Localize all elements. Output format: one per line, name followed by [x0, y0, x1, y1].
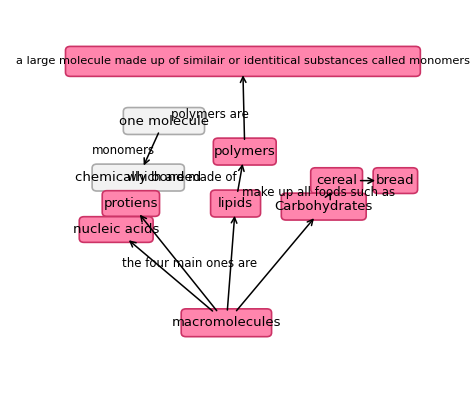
Text: lipids: lipids: [218, 197, 253, 210]
Text: cereal: cereal: [316, 174, 357, 187]
Text: make up all foods such as: make up all foods such as: [242, 186, 395, 199]
Text: Carbohydrates: Carbohydrates: [274, 200, 373, 213]
FancyBboxPatch shape: [65, 46, 420, 76]
FancyBboxPatch shape: [281, 193, 366, 220]
Text: one molecule: one molecule: [119, 114, 209, 127]
Text: macromolecules: macromolecules: [172, 316, 281, 329]
Text: monomers: monomers: [92, 144, 155, 156]
Text: bread: bread: [376, 174, 415, 187]
Text: chemically bonded: chemically bonded: [75, 171, 201, 184]
Text: nucleic acids: nucleic acids: [73, 223, 159, 236]
FancyBboxPatch shape: [310, 168, 363, 193]
Text: protiens: protiens: [104, 197, 158, 210]
Text: which are made of: which are made of: [128, 171, 237, 184]
FancyBboxPatch shape: [210, 190, 261, 217]
FancyBboxPatch shape: [123, 108, 205, 135]
Text: a large molecule made up of similair or identitical substances called monomers: a large molecule made up of similair or …: [16, 56, 470, 66]
FancyBboxPatch shape: [79, 217, 153, 242]
FancyBboxPatch shape: [92, 164, 184, 191]
FancyBboxPatch shape: [181, 309, 272, 337]
Text: the four main ones are: the four main ones are: [122, 256, 257, 270]
FancyBboxPatch shape: [102, 191, 160, 216]
Text: polymers: polymers: [214, 145, 276, 158]
FancyBboxPatch shape: [373, 168, 418, 193]
FancyBboxPatch shape: [213, 138, 276, 165]
Text: polymers are: polymers are: [171, 108, 249, 121]
